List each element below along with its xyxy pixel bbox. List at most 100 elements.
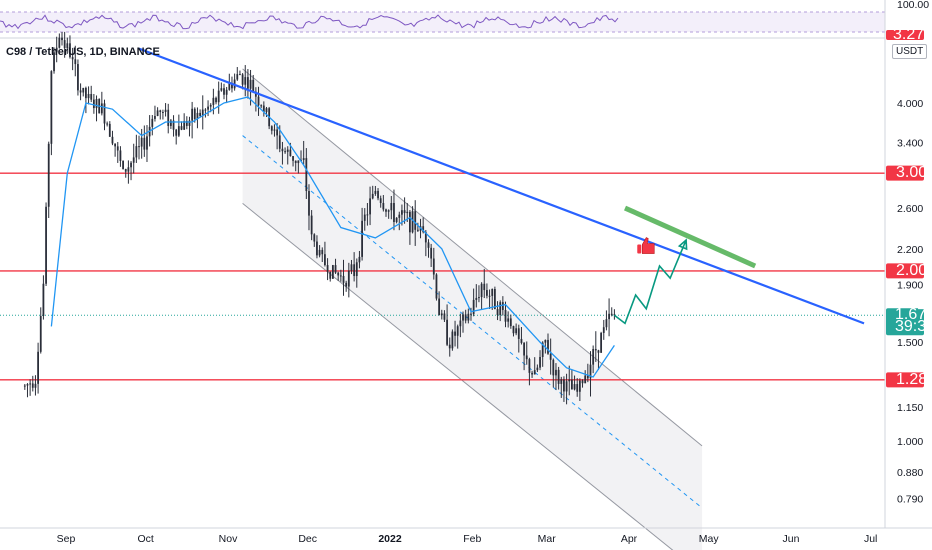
moving-average-line [50,96,615,378]
candle-body [95,99,98,109]
horizontal-levels[interactable] [0,172,885,381]
candle-body [87,93,90,99]
candle [58,33,61,49]
candle [172,115,175,137]
candle-body [146,136,148,150]
candle-body [422,226,425,233]
candle-body [334,265,337,273]
candle [337,271,340,281]
symbol-title: C98 / TetherUS, 1D, BINANCE [6,46,160,58]
candle-body [90,93,93,100]
time-tick-label: Apr [621,533,638,545]
candle [74,45,77,77]
candle [201,95,204,130]
candle [236,67,239,81]
candle-body [568,379,571,382]
candle [363,208,366,231]
candle-body [345,282,348,287]
candle [217,81,220,114]
candle-body [409,211,411,233]
trendline[interactable] [138,47,865,325]
candle-body [156,110,159,116]
candle [435,273,438,301]
time-tick-label: Jul [864,533,877,545]
candle [47,141,50,219]
candle [539,350,541,371]
candle-body [143,137,146,150]
candle-body [247,77,249,89]
candle [592,345,595,374]
descending-channel[interactable] [242,68,703,550]
candle [66,37,69,54]
candle-body [114,143,117,147]
candle [507,311,510,328]
rsi-band [0,12,885,32]
candle [547,333,549,355]
candle-body [254,91,257,97]
candle-body [613,314,616,316]
candle [45,202,47,286]
candle-body [71,57,74,60]
candle [350,259,353,275]
candle-body [289,149,292,157]
candle [281,141,284,165]
candle [257,86,260,116]
candle [204,108,207,118]
time-tick-label: Nov [219,533,238,545]
candle-body [390,203,393,211]
projection-path[interactable] [613,239,687,325]
candle-body [549,353,552,360]
candle-body [58,37,61,48]
candle-body [85,87,87,99]
candle-body [337,272,340,276]
candle-body [34,383,37,388]
time-tick-label: Dec [298,533,317,545]
candle [138,135,140,160]
candle [345,280,348,292]
candle [456,324,459,349]
candle-body [539,356,541,368]
candle-body [177,126,180,136]
candle-body [480,283,483,298]
target-zone[interactable] [623,205,757,269]
candle [114,143,117,157]
candle-body [427,242,430,248]
candle-body [499,302,502,316]
candle-body [406,211,409,214]
candle-body [478,297,480,299]
candle [390,195,393,220]
candle [286,146,289,165]
candle [212,88,215,115]
candle [326,258,329,281]
candle [459,313,462,338]
candle-body [496,309,499,316]
thumb-hand [641,237,655,254]
candle [467,308,470,324]
price-label-top-box [886,30,924,40]
candle [475,284,478,308]
candle [578,378,581,402]
candle-body [531,372,533,375]
candle [50,70,53,156]
candle [424,229,427,257]
candle [584,370,587,384]
candle [87,86,90,105]
candle [23,384,26,390]
currency-button[interactable]: USDT [892,44,928,59]
candle-body [220,88,223,91]
candle [71,47,74,71]
candle [488,289,491,310]
candle-body [377,190,379,199]
candle [294,160,297,172]
countdown-label: 39:36 [895,318,932,335]
candle [560,376,563,398]
candle-body [395,217,398,223]
candle [525,341,528,365]
candle-body [597,350,600,353]
candle [486,283,488,299]
candle-body [523,342,525,356]
candle-body [475,297,478,300]
candle [329,271,332,282]
candle-body [236,74,239,80]
